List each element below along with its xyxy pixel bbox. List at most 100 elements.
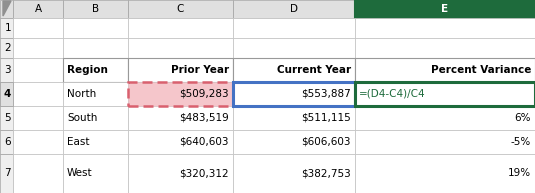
Bar bbox=[0, 154, 13, 193]
Bar bbox=[355, 154, 535, 193]
Bar bbox=[128, 18, 233, 38]
Bar bbox=[355, 82, 535, 106]
Bar bbox=[233, 58, 355, 82]
Bar bbox=[355, 106, 535, 130]
Bar bbox=[63, 18, 128, 38]
Text: =(D4-C4)/C4: =(D4-C4)/C4 bbox=[464, 89, 531, 99]
Polygon shape bbox=[3, 1, 11, 16]
Text: $606,603: $606,603 bbox=[302, 137, 351, 147]
Text: Percent Variance: Percent Variance bbox=[431, 65, 531, 75]
Bar bbox=[128, 38, 233, 58]
Bar bbox=[128, 82, 233, 106]
Bar bbox=[63, 154, 128, 193]
Bar bbox=[63, 106, 128, 130]
Text: D: D bbox=[290, 4, 298, 14]
Text: Current Year: Current Year bbox=[277, 65, 351, 75]
Text: $509,283: $509,283 bbox=[179, 89, 229, 99]
Bar bbox=[233, 130, 355, 154]
Text: Region: Region bbox=[67, 65, 108, 75]
Bar bbox=[233, 38, 355, 58]
Bar bbox=[355, 130, 535, 154]
Bar bbox=[128, 154, 233, 193]
Bar bbox=[13, 0, 63, 18]
Bar bbox=[233, 106, 355, 130]
Bar bbox=[233, 154, 355, 193]
Bar bbox=[355, 18, 535, 38]
Text: $320,312: $320,312 bbox=[179, 168, 229, 179]
Text: $640,603: $640,603 bbox=[180, 137, 229, 147]
Text: 1: 1 bbox=[4, 23, 11, 33]
Bar bbox=[13, 130, 63, 154]
Text: West: West bbox=[67, 168, 93, 179]
Text: -5%: -5% bbox=[511, 137, 531, 147]
Text: $553,887: $553,887 bbox=[301, 89, 351, 99]
Text: 3: 3 bbox=[4, 65, 11, 75]
Bar bbox=[63, 130, 128, 154]
Bar bbox=[128, 106, 233, 130]
Bar bbox=[63, 38, 128, 58]
Bar bbox=[13, 82, 63, 106]
Text: 5: 5 bbox=[4, 113, 11, 123]
Text: East: East bbox=[67, 137, 89, 147]
Text: B: B bbox=[92, 4, 99, 14]
Text: 4: 4 bbox=[4, 89, 11, 99]
Text: 4: 4 bbox=[4, 89, 11, 99]
Bar bbox=[355, 0, 535, 18]
Bar bbox=[0, 130, 13, 154]
Text: North: North bbox=[67, 89, 96, 99]
Bar bbox=[355, 82, 535, 106]
Text: $509,283: $509,283 bbox=[179, 89, 229, 99]
Bar bbox=[63, 82, 128, 106]
Bar bbox=[355, 82, 535, 106]
Text: $553,887: $553,887 bbox=[301, 89, 351, 99]
Bar bbox=[233, 18, 355, 38]
Text: A: A bbox=[34, 4, 42, 14]
Bar bbox=[13, 106, 63, 130]
Bar bbox=[355, 106, 535, 130]
Bar bbox=[233, 58, 355, 82]
Text: Prior Year: Prior Year bbox=[171, 65, 229, 75]
Bar bbox=[128, 82, 233, 106]
Bar bbox=[128, 0, 233, 18]
Bar bbox=[0, 82, 13, 106]
Text: 2: 2 bbox=[4, 43, 11, 53]
Text: =(D4-C4)/C4: =(D4-C4)/C4 bbox=[359, 89, 426, 99]
Bar bbox=[355, 58, 535, 82]
Bar bbox=[355, 154, 535, 193]
Bar bbox=[63, 0, 128, 18]
Bar bbox=[63, 58, 128, 82]
Bar bbox=[128, 130, 233, 154]
Bar bbox=[128, 58, 233, 82]
Bar bbox=[0, 38, 13, 58]
Bar bbox=[13, 38, 63, 58]
Bar bbox=[355, 130, 535, 154]
Bar bbox=[233, 106, 355, 130]
Bar bbox=[233, 130, 355, 154]
Bar bbox=[233, 82, 355, 106]
Bar bbox=[13, 154, 63, 193]
Text: 19%: 19% bbox=[508, 168, 531, 179]
Bar bbox=[233, 82, 355, 106]
Text: C: C bbox=[177, 4, 184, 14]
Text: 6%: 6% bbox=[515, 113, 531, 123]
Bar bbox=[63, 58, 128, 82]
Bar bbox=[0, 106, 13, 130]
Bar bbox=[233, 0, 355, 18]
Bar bbox=[0, 0, 13, 18]
Bar bbox=[13, 18, 63, 38]
Bar bbox=[63, 130, 128, 154]
Bar bbox=[128, 130, 233, 154]
Text: $483,519: $483,519 bbox=[179, 113, 229, 123]
Bar bbox=[63, 82, 128, 106]
Bar bbox=[128, 82, 233, 106]
Bar bbox=[355, 58, 535, 82]
Text: 7: 7 bbox=[4, 168, 11, 179]
Text: South: South bbox=[67, 113, 97, 123]
Bar bbox=[128, 154, 233, 193]
Bar bbox=[0, 18, 13, 38]
Text: $511,115: $511,115 bbox=[301, 113, 351, 123]
Bar bbox=[128, 106, 233, 130]
Bar bbox=[128, 58, 233, 82]
Text: E: E bbox=[441, 4, 448, 14]
Bar bbox=[63, 106, 128, 130]
